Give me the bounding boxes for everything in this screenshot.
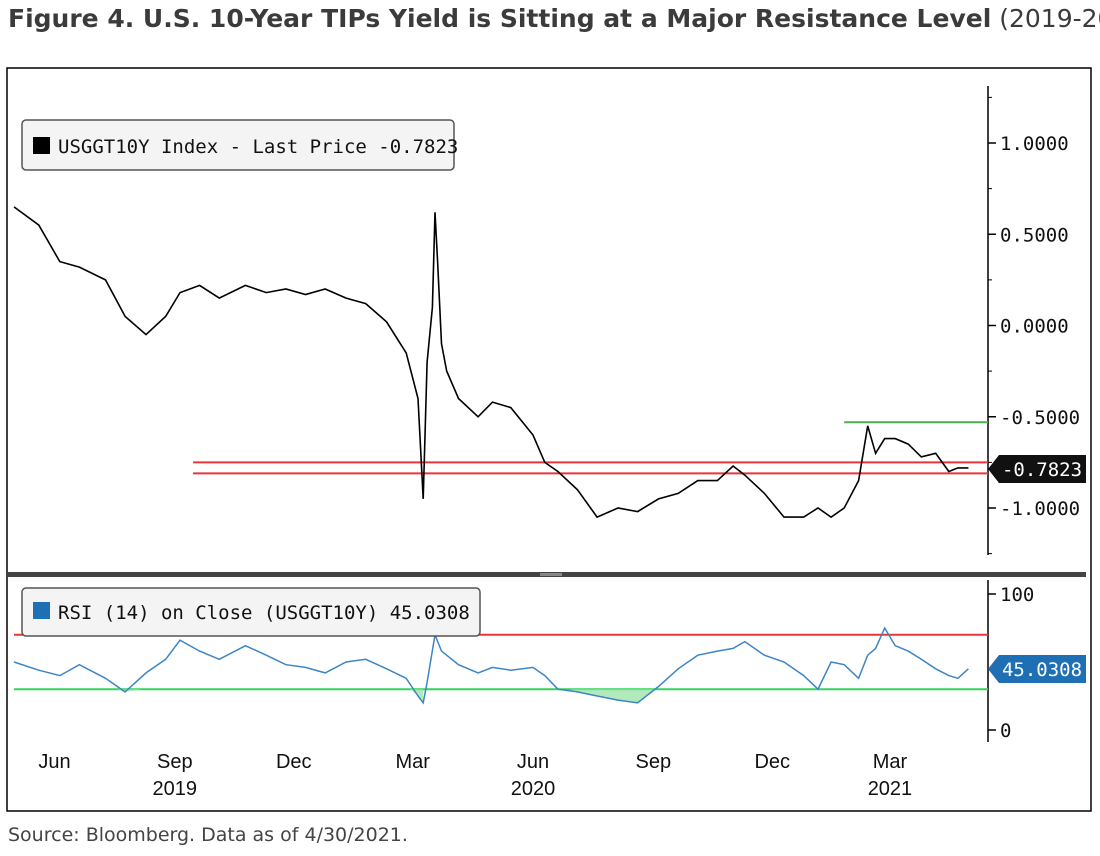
price-axis-ticks: 1.0000 0.5000 0.0000 -0.5000 -1.0000 — [988, 96, 1080, 555]
x-month-label: Jun — [38, 751, 70, 773]
x-month-label: Mar — [396, 751, 431, 773]
source-note: Source: Bloomberg. Data as of 4/30/2021. — [8, 824, 408, 846]
figure-title-range: (2019-2021) — [999, 4, 1100, 33]
price-y-tick-label: -0.5000 — [1000, 407, 1080, 429]
rsi-panel: 100 0 RSI (14) on Close (USGGT10Y) 45.030… — [13, 580, 1086, 742]
price-panel: 1.0000 0.5000 0.0000 -0.5000 -1.0000 USGGT10… — [13, 86, 1086, 555]
rsi-series-line — [13, 626, 969, 705]
rsi-oversold-fill — [117, 689, 655, 703]
x-axis-labels: Jun Sep Dec Mar Jun Sep Dec Mar 2019 2020 2021 — [38, 751, 912, 800]
price-series-line — [13, 206, 969, 519]
x-year-label: 2020 — [511, 778, 556, 800]
x-month-label: Dec — [754, 751, 790, 773]
rsi-last-value-tag-bg — [988, 655, 1086, 683]
price-last-value-tag-bg — [988, 455, 1086, 483]
price-legend-swatch — [33, 137, 50, 154]
figure-title: Figure 4. U.S. 10-Year TIPs Yield is Sit… — [8, 2, 1100, 36]
price-y-tick-label: 1.0000 — [1000, 133, 1069, 155]
price-reference-lines — [193, 421, 988, 475]
x-month-label: Mar — [873, 751, 908, 773]
rsi-y-tick-label: 100 — [1000, 584, 1034, 606]
rsi-legend: RSI (14) on Close (USGGT10Y) 45.0308 — [21, 587, 481, 637]
rsi-legend-text: RSI (14) on Close (USGGT10Y) 45.0308 — [58, 602, 470, 624]
price-legend-text: USGGT10Y Index - Last Price -0.7823 — [58, 136, 458, 158]
price-legend: USGGT10Y Index - Last Price -0.7823 — [21, 119, 458, 171]
chart-frame — [6, 67, 1092, 812]
rsi-axis-ticks: 100 0 — [988, 584, 1034, 742]
rsi-legend-swatch — [33, 602, 50, 619]
x-month-label: Dec — [276, 751, 312, 773]
x-month-label: Sep — [636, 751, 672, 773]
x-month-label: Sep — [157, 751, 193, 773]
price-last-value-text: -0.7823 — [1002, 459, 1082, 481]
panel-divider-handle[interactable] — [540, 573, 562, 576]
rsi-legend-box — [21, 587, 481, 637]
x-year-label: 2021 — [868, 778, 913, 800]
x-month-label: Jun — [517, 751, 549, 773]
x-year-label: 2019 — [153, 778, 198, 800]
price-last-value-tag: -0.7823 — [988, 455, 1086, 483]
figure-title-main: Figure 4. U.S. 10-Year TIPs Yield is Sit… — [8, 4, 992, 33]
price-legend-box — [21, 119, 455, 171]
price-y-tick-label: -1.0000 — [1000, 498, 1080, 520]
price-y-tick-label: 0.0000 — [1000, 316, 1069, 338]
price-y-tick-label: 0.5000 — [1000, 224, 1069, 246]
rsi-y-tick-label: 0 — [1000, 720, 1011, 742]
rsi-last-value-tag: 45.0308 — [988, 655, 1086, 683]
rsi-last-value-text: 45.0308 — [1002, 659, 1082, 681]
